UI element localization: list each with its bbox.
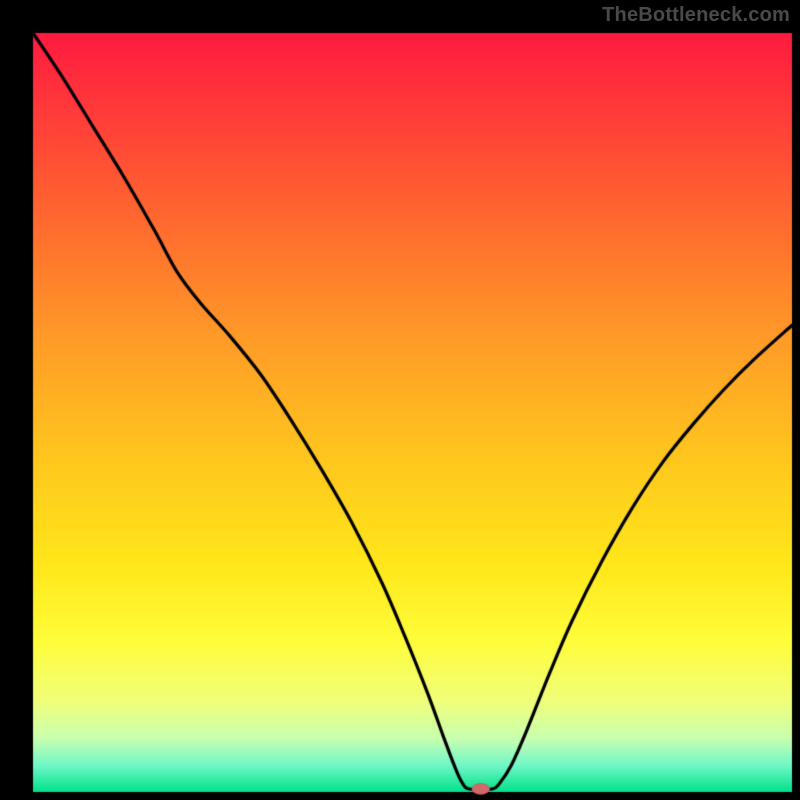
bottleneck-curve-chart <box>0 0 800 800</box>
watermark-label: TheBottleneck.com <box>602 4 790 27</box>
chart-container: TheBottleneck.com <box>0 0 800 800</box>
